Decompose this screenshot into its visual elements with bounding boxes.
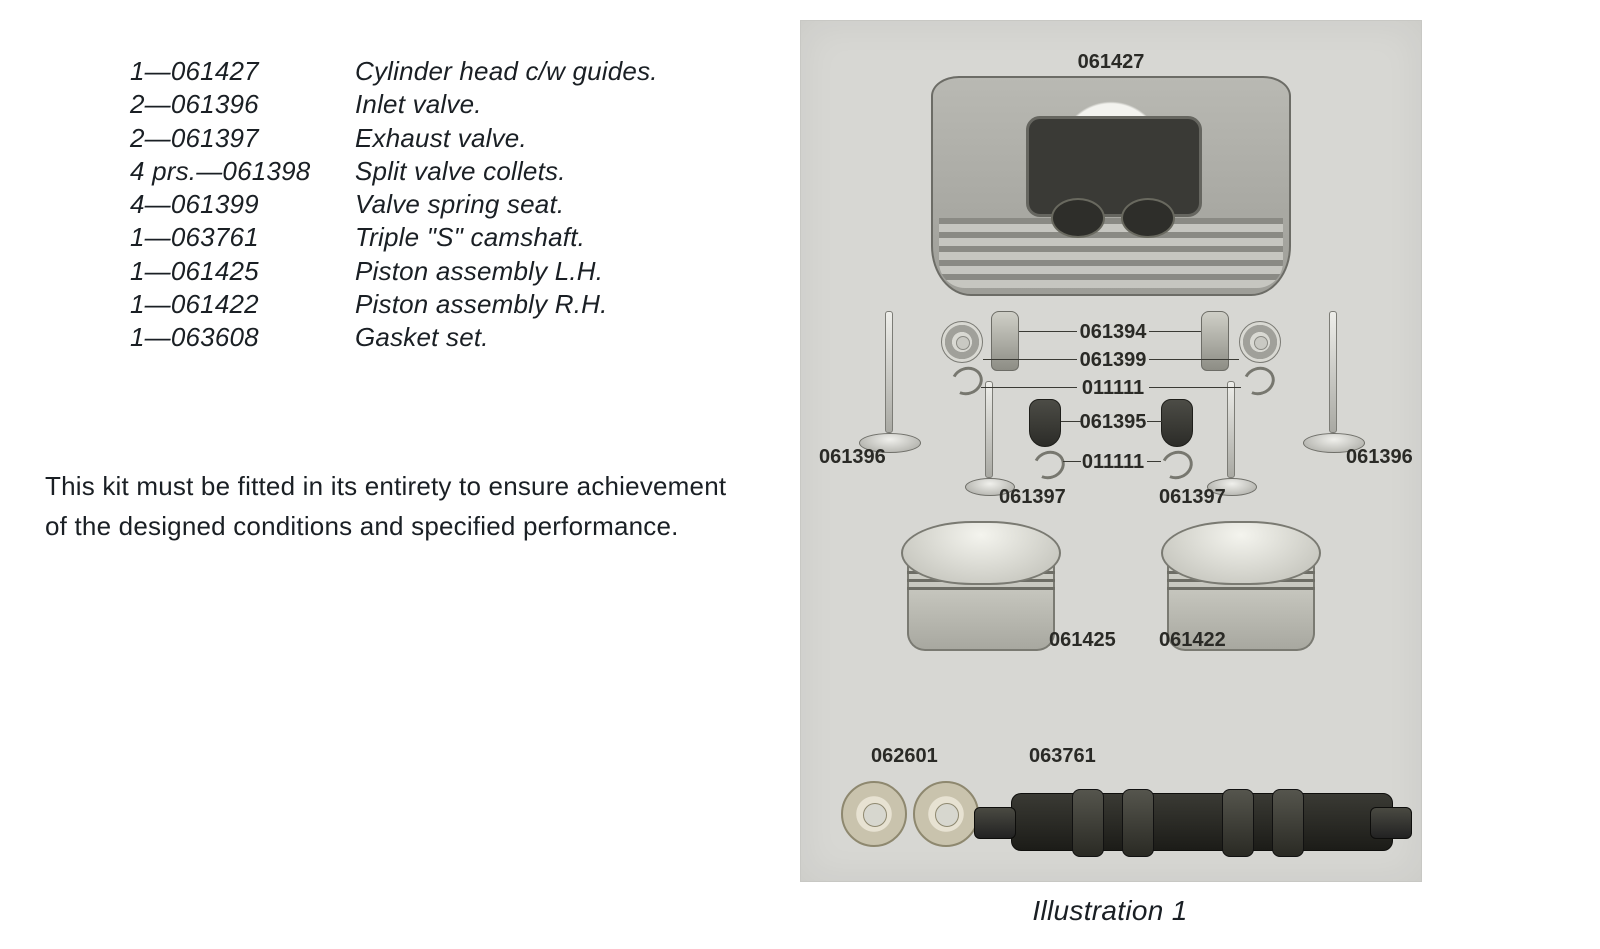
label-exhaust-right: 061397 [1159, 486, 1226, 509]
valve-collet-icon [1029, 446, 1069, 483]
valve-guide-icon [1201, 311, 1229, 371]
piston-lh-icon [901, 521, 1061, 651]
leader-line [1149, 331, 1201, 332]
parts-row: 1—061425 Piston assembly L.H. [130, 255, 690, 288]
parts-qty-part: 1—063761 [130, 221, 355, 254]
cylinder-head-icon [931, 76, 1291, 296]
inlet-valve-icon [879, 311, 899, 453]
spring-seat-icon [941, 321, 983, 363]
parts-row: 1—061422 Piston assembly R.H. [130, 288, 690, 321]
valve-collet-icon [1239, 362, 1279, 399]
leader-line [1149, 359, 1239, 360]
parts-row: 4—061399 Valve spring seat. [130, 188, 690, 221]
valve-guide-icon [991, 311, 1019, 371]
parts-description: Triple "S" camshaft. [355, 221, 690, 254]
leader-line [981, 387, 1077, 388]
label-spring-seat: 061399 [1080, 349, 1147, 372]
spring-seat-icon [1239, 321, 1281, 363]
parts-row: 2—061397 Exhaust valve. [130, 122, 690, 155]
illustration-caption: Illustration 1 [800, 895, 1420, 927]
label-camshaft: 063761 [1029, 745, 1096, 768]
label-cap: 061395 [1080, 411, 1147, 434]
parts-row: 1—063761 Triple "S" camshaft. [130, 221, 690, 254]
leader-line [1147, 461, 1161, 462]
parts-description: Cylinder head c/w guides. [355, 55, 690, 88]
parts-qty-part: 1—063608 [130, 321, 355, 354]
valve-collet-icon [1157, 446, 1197, 483]
parts-row: 2—061396 Inlet valve. [130, 88, 690, 121]
parts-qty-part: 2—061396 [130, 88, 355, 121]
spacer-washer-icon [841, 781, 907, 847]
parts-row: 1—061427 Cylinder head c/w guides. [130, 55, 690, 88]
parts-description: Exhaust valve. [355, 122, 690, 155]
parts-description: Piston assembly L.H. [355, 255, 690, 288]
exhaust-valve-icon [1221, 381, 1241, 496]
parts-row: 4 prs.—061398 Split valve collets. [130, 155, 690, 188]
label-cyl-head: 061427 [1078, 51, 1145, 74]
label-collet-upper: 011111 [1082, 377, 1144, 400]
label-piston-rh: 061422 [1159, 629, 1226, 652]
parts-qty-part: 1—061427 [130, 55, 355, 88]
camshaft-icon [1011, 793, 1393, 851]
parts-description: Piston assembly R.H. [355, 288, 690, 321]
inlet-valve-icon [1323, 311, 1343, 453]
parts-qty-part: 4 prs.—061398 [130, 155, 355, 188]
leader-line [1061, 421, 1081, 422]
label-inlet-right: 061396 [1346, 446, 1413, 469]
illustration-panel: 061427 061396 061396 061397 061397 [800, 20, 1422, 882]
leader-line [1149, 387, 1241, 388]
leader-line [1019, 331, 1077, 332]
parts-qty-part: 4—061399 [130, 188, 355, 221]
label-inlet-left: 061396 [819, 446, 886, 469]
label-exhaust-left: 061397 [999, 486, 1066, 509]
parts-description: Valve spring seat. [355, 188, 690, 221]
parts-description: Split valve collets. [355, 155, 690, 188]
parts-list: 1—061427 Cylinder head c/w guides. 2—061… [130, 55, 690, 354]
parts-qty-part: 2—061397 [130, 122, 355, 155]
page: 1—061427 Cylinder head c/w guides. 2—061… [0, 0, 1600, 949]
valve-cap-icon [1161, 399, 1193, 447]
kit-note-paragraph: This kit must be fitted in its entirety … [45, 466, 735, 547]
parts-qty-part: 1—061425 [130, 255, 355, 288]
valve-cap-icon [1029, 399, 1061, 447]
label-spacer-washers: 062601 [871, 745, 938, 768]
leader-line [1147, 421, 1163, 422]
label-guide: 061394 [1080, 321, 1147, 344]
parts-row: 1—063608 Gasket set. [130, 321, 690, 354]
parts-description: Inlet valve. [355, 88, 690, 121]
label-piston-lh: 061425 [1049, 629, 1116, 652]
parts-qty-part: 1—061422 [130, 288, 355, 321]
leader-line [983, 359, 1077, 360]
leader-line [1063, 461, 1081, 462]
spacer-washer-icon [913, 781, 979, 847]
label-collet-lower: 011111 [1082, 451, 1144, 474]
parts-description: Gasket set. [355, 321, 690, 354]
exhaust-valve-icon [979, 381, 999, 496]
